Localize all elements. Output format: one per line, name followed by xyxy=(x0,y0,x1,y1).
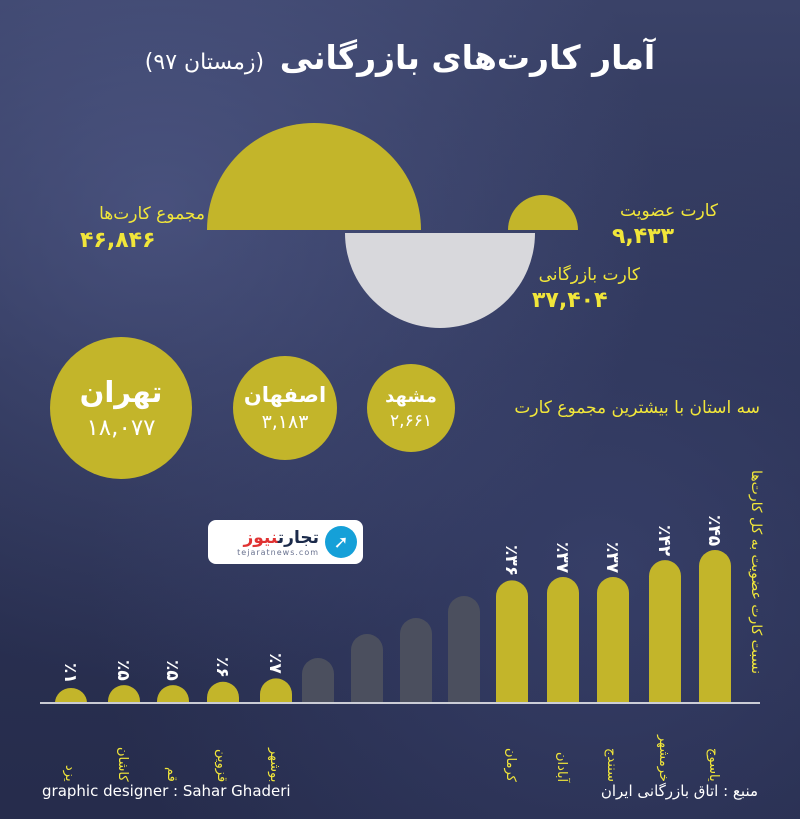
bar-lowest xyxy=(260,678,292,702)
lowest-city-label: یزد xyxy=(62,765,77,782)
ratio-axis-label: نسبت کارت عضویت به کل کارت‌ها xyxy=(748,470,764,675)
lowest-city-label: بوشهر xyxy=(267,747,282,782)
province-name: اصفهان xyxy=(243,383,327,407)
logo-url: tejaratnews.com xyxy=(237,547,319,557)
bar-placeholder xyxy=(351,634,383,702)
lowest-percent-label: ٪۱ xyxy=(60,663,80,684)
logo-word-main: تجارت xyxy=(277,527,319,548)
bar-placeholder xyxy=(448,596,480,702)
highest-percent-label: ٪۳۶ xyxy=(501,545,521,577)
bar-highest xyxy=(649,560,681,702)
highest-percent-label: ٪۳۷ xyxy=(552,542,572,574)
lowest-city-label: قم xyxy=(164,767,179,782)
highest-city-label: خرمشهر xyxy=(656,735,671,782)
province-bubble-tehran: تهران ۱۸,۰۷۷ xyxy=(50,337,192,479)
total-cards-semicircle xyxy=(207,123,421,230)
highest-city-label: سنندج xyxy=(604,748,619,782)
province-value: ۳,۱۸۳ xyxy=(261,411,309,433)
province-bubble-mashhad: مشهد ۲,۶۶۱ xyxy=(367,364,455,452)
highest-percent-label: ٪۴۲ xyxy=(654,525,674,557)
total-cards-label: مجموع کارت‌ها xyxy=(99,204,205,224)
bar-placeholder xyxy=(302,658,334,702)
source-credit: منبع : اتاق بازرگانی ایران xyxy=(600,782,758,800)
highest-city-label: کرمان xyxy=(503,748,518,782)
membership-cards-semicircle xyxy=(508,195,578,230)
logo-arrow-icon: ➚ xyxy=(325,526,357,558)
top-provinces-heading: سه استان با بیشترین مجموع کارت xyxy=(514,398,760,418)
bar-highest xyxy=(597,577,629,702)
bar-lowest xyxy=(207,681,239,702)
membership-cards-value: ۹,۴۳۳ xyxy=(612,224,675,249)
lowest-percent-label: ٪۵ xyxy=(113,660,133,681)
highest-percent-label: ٪۳۷ xyxy=(602,542,622,574)
bar-lowest xyxy=(108,685,140,702)
lowest-percent-label: ٪۷ xyxy=(265,653,285,675)
lowest-percent-label: ٪۶ xyxy=(212,656,232,678)
province-value: ۲,۶۶۱ xyxy=(390,410,432,431)
logo-text: تجارتنیوز tejaratnews.com xyxy=(237,528,319,557)
lowest-city-label: قزوین xyxy=(214,748,229,782)
title-season: (زمستان ۹۷) xyxy=(144,50,265,75)
total-cards-value: ۴۶,۸۴۶ xyxy=(80,228,156,253)
bar-highest xyxy=(699,550,731,702)
logo-word-accent: نیوز xyxy=(243,527,278,548)
bar-lowest xyxy=(55,688,87,702)
membership-cards-label: کارت عضویت xyxy=(620,201,718,221)
title-main: آمار کارت‌های بازرگانی xyxy=(279,38,656,77)
logo-wordmark: تجارتنیوز xyxy=(243,528,319,548)
page-title: آمار کارت‌های بازرگانی (زمستان ۹۷) xyxy=(0,38,800,77)
highest-city-label: آبادان xyxy=(554,751,569,782)
bar-highest xyxy=(496,580,528,702)
commercial-cards-value: ۳۷,۴۰۴ xyxy=(532,288,608,313)
highest-percent-label: ٪۴۵ xyxy=(704,515,724,547)
province-bubble-isfahan: اصفهان ۳,۱۸۳ xyxy=(233,356,337,460)
highest-city-label: یاسوج xyxy=(706,748,721,782)
province-name: مشهد xyxy=(385,385,437,407)
bar-lowest xyxy=(157,685,189,702)
bar-placeholder xyxy=(400,618,432,702)
tejarat-news-logo: تجارتنیوز tejaratnews.com ➚ xyxy=(208,520,363,564)
designer-credit: graphic designer : Sahar Ghaderi xyxy=(42,782,291,800)
lowest-percent-label: ٪۵ xyxy=(162,660,182,681)
bar-highest xyxy=(547,577,579,702)
province-name: تهران xyxy=(79,375,163,409)
commercial-cards-label: کارت بازرگانی xyxy=(538,265,640,285)
province-value: ۱۸,۰۷۷ xyxy=(86,415,156,441)
commercial-cards-semicircle xyxy=(345,233,535,328)
lowest-city-label: کاشان xyxy=(115,747,130,782)
